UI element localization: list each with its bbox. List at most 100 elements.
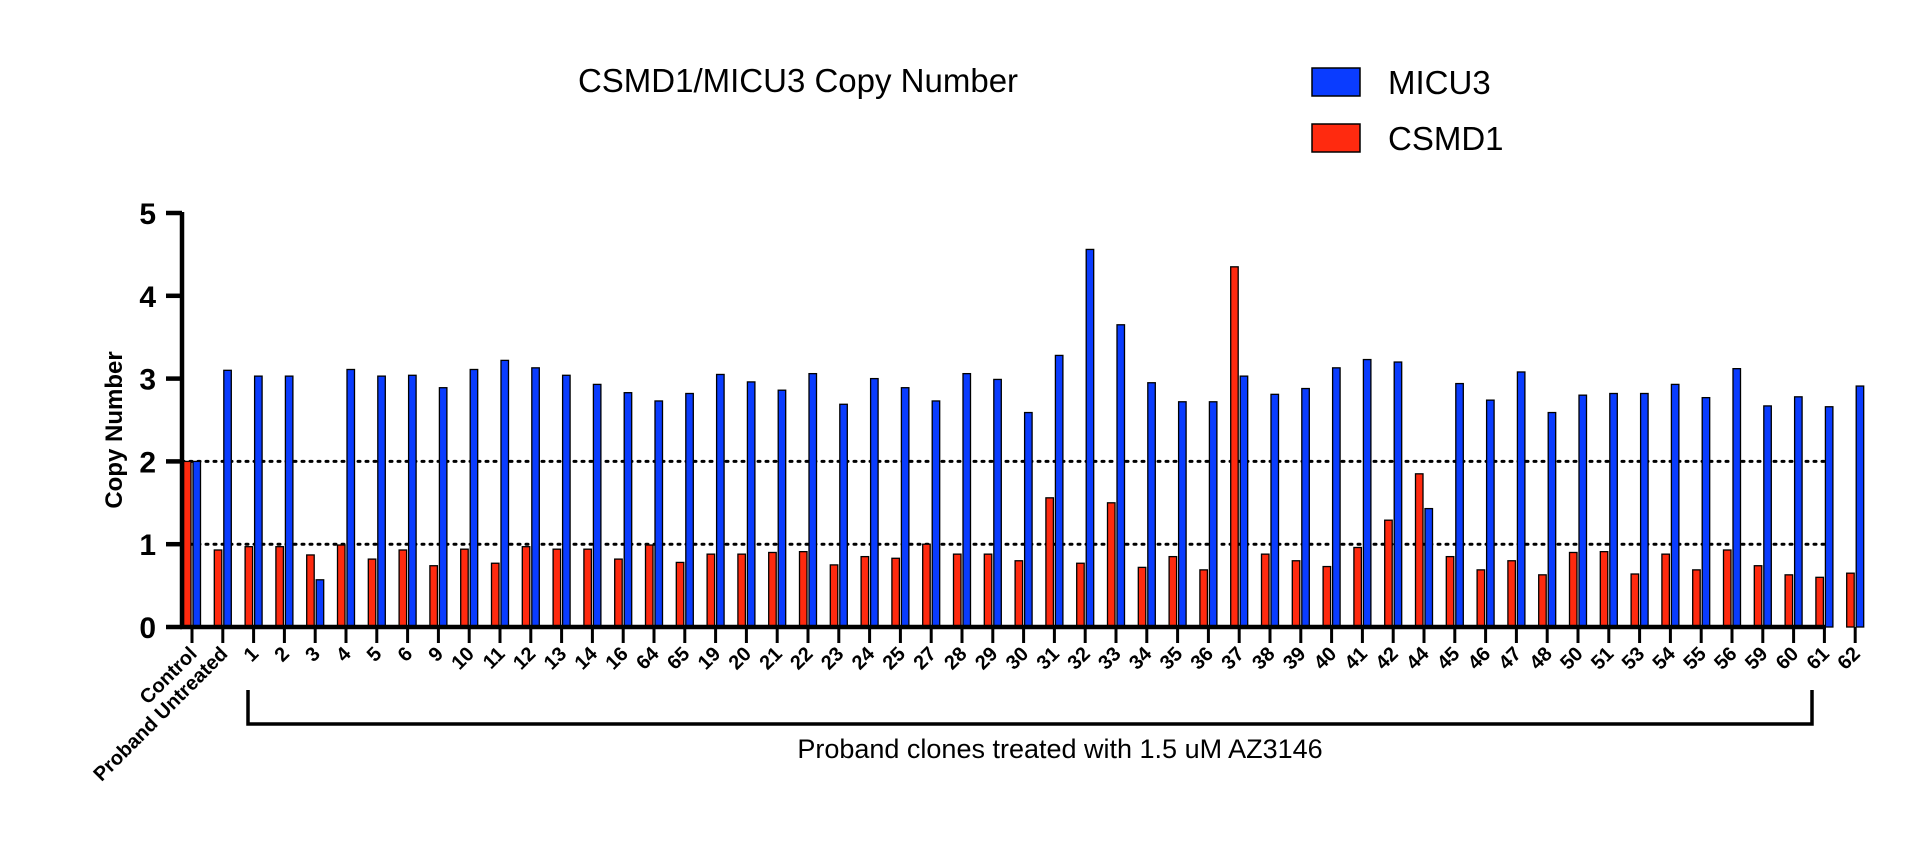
bar-micu3-39 [1301,387,1310,628]
x-tick-label: 48 [1525,643,1556,674]
bar-csmd1-54 [1661,553,1671,628]
bar-micu3-11 [500,359,510,628]
bar-csmd1-5 [367,558,377,628]
bar-csmd1-control [182,460,192,628]
bar-csmd1-16 [614,558,623,628]
bar-micu3-46 [1485,399,1495,628]
bar-csmd1-35 [1168,555,1178,628]
bar-csmd1-47 [1507,560,1517,628]
x-tick-label: 59 [1741,643,1772,674]
x-tick-label: 29 [971,643,1002,674]
x-tick-label: 44 [1402,642,1434,674]
bar-csmd1-48 [1538,574,1547,628]
x-tick-label: 54 [1649,642,1681,674]
bar-csmd1-40 [1322,565,1332,628]
x-tick-label: 6 [394,643,417,666]
x-tick-label: 3 [301,643,324,666]
bar-csmd1-28 [952,553,962,628]
x-tick-label: 34 [1125,642,1157,674]
legend-label-micu3: MICU3 [1388,64,1491,101]
bar-micu3-31 [1054,354,1064,628]
y-tick-label: 4 [139,281,156,314]
bar-micu3-25 [900,387,910,628]
y-tick-label: 0 [139,612,156,645]
legend-swatch-micu3 [1311,67,1361,97]
x-tick-label: 28 [940,643,971,674]
x-tick-label: 32 [1063,643,1094,674]
bar-micu3-5 [377,375,386,628]
bar-csmd1-13 [552,548,562,628]
bar-csmd1-11 [490,562,500,628]
x-tick-label: 36 [1187,643,1218,674]
bar-micu3-29 [993,378,1002,628]
bar-csmd1-27 [922,543,931,628]
x-tick-label: 11 [479,643,510,674]
bar-csmd1-20 [737,553,747,628]
bar-micu3-3 [315,579,325,628]
bar-micu3-56 [1732,368,1742,628]
bar-csmd1-proband-untreated [213,549,223,628]
bar-micu3-61 [1824,406,1834,628]
bar-micu3-55 [1701,396,1711,628]
bar-csmd1-33 [1106,502,1116,628]
bar-csmd1-46 [1476,569,1486,628]
bar-micu3-2 [284,375,294,628]
y-axis-label: Copy Number [101,351,128,508]
x-tick-label: 24 [848,642,880,674]
legend-swatch-csmd1 [1311,123,1361,153]
x-tick-label: 2 [271,643,294,666]
x-tick-label: 31 [1033,643,1064,674]
bar-csmd1-9 [429,565,439,628]
x-tick-label: 21 [755,643,786,674]
bar-micu3-6 [407,374,417,628]
x-tick-label: 23 [817,643,848,674]
bar-micu3-40 [1331,367,1341,628]
bar-micu3-35 [1177,401,1187,628]
bar-csmd1-21 [768,551,777,628]
bar-csmd1-32 [1076,562,1085,628]
bar-micu3-41 [1362,358,1372,628]
bar-micu3-10 [469,368,479,628]
bar-csmd1-64 [644,544,654,628]
bar-csmd1-2 [275,546,285,628]
bar-csmd1-31 [1045,497,1055,628]
treated-bracket: Proband clones treated with 1.5 uM AZ314… [246,690,1814,764]
x-tick-label: 39 [1279,643,1310,674]
bar-micu3-62 [1855,385,1865,628]
y-tick-label: 1 [139,529,156,562]
x-tick-label: 14 [571,642,603,674]
bar-micu3-44 [1424,507,1434,628]
bar-micu3-1 [253,375,263,628]
bar-micu3-47 [1516,371,1526,628]
bar-csmd1-1 [244,546,254,628]
x-tick-label: 65 [663,643,694,674]
bar-micu3-50 [1578,394,1588,628]
bar-csmd1-3 [306,554,315,628]
bar-csmd1-29 [983,553,993,628]
y-tick-label: 2 [139,446,156,479]
legend: MICU3 CSMD1 [1311,64,1504,157]
bar-csmd1-22 [798,551,808,628]
bar-micu3-65 [685,392,694,628]
bar-micu3-60 [1793,396,1803,628]
bar-csmd1-65 [675,561,685,628]
x-tick-label: 10 [447,643,478,674]
bar-csmd1-60 [1784,574,1794,628]
bar-micu3-42 [1393,361,1403,628]
x-tick-label: 5 [363,643,386,666]
bar-csmd1-61 [1815,576,1825,628]
bar-csmd1-6 [398,549,408,628]
x-tick-label: 64 [632,642,664,674]
bar-csmd1-45 [1445,555,1455,628]
bar-csmd1-42 [1384,519,1393,628]
bar-csmd1-34 [1137,566,1147,628]
x-tick-label: 20 [725,643,756,674]
x-tick-label: Proband Untreated [89,643,232,786]
x-tick-label: 55 [1679,643,1710,674]
bar-csmd1-37 [1230,266,1239,628]
bar-micu3-24 [869,377,879,628]
bar-csmd1-50 [1568,551,1578,628]
bar-micu3-4 [346,368,356,628]
bar-csmd1-24 [860,555,870,628]
